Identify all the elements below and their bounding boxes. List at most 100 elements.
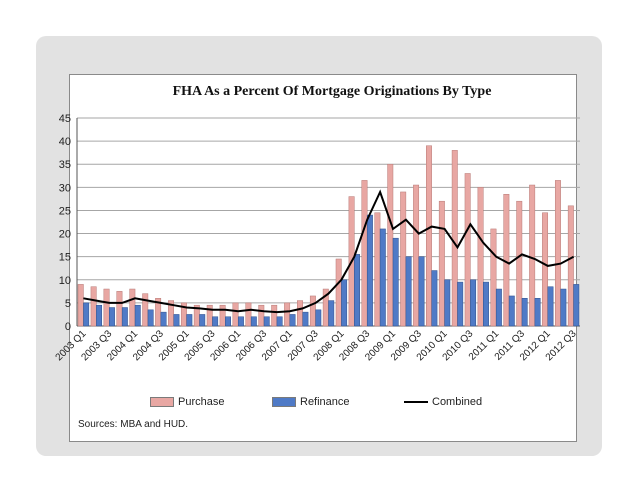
y-tick-label: 10 bbox=[59, 275, 71, 287]
bar-refinance bbox=[521, 298, 528, 327]
bar-refinance bbox=[470, 279, 477, 327]
bar-purchase bbox=[90, 286, 97, 327]
bar-purchase bbox=[542, 212, 549, 327]
bar-refinance bbox=[573, 284, 580, 327]
bar-purchase bbox=[554, 180, 561, 327]
bar-refinance bbox=[444, 279, 451, 327]
legend-label-refinance: Refinance bbox=[300, 396, 350, 408]
bar-refinance bbox=[341, 279, 348, 327]
bar-purchase bbox=[219, 304, 226, 327]
bar-refinance bbox=[83, 302, 90, 327]
bar-refinance bbox=[315, 309, 322, 327]
bar-refinance bbox=[508, 295, 515, 327]
bar-refinance bbox=[534, 298, 541, 327]
bar-refinance bbox=[418, 256, 425, 327]
bar-refinance bbox=[431, 270, 438, 327]
bar-purchase bbox=[451, 150, 458, 327]
bar-refinance bbox=[108, 307, 115, 327]
y-tick-label: 5 bbox=[65, 298, 71, 310]
bar-purchase bbox=[309, 295, 316, 327]
bar-refinance bbox=[366, 214, 373, 327]
y-tick-label: 45 bbox=[59, 113, 71, 125]
bar-purchase bbox=[142, 293, 149, 327]
line-combined bbox=[83, 189, 575, 314]
bar-purchase bbox=[426, 145, 432, 327]
bar-refinance bbox=[225, 316, 231, 327]
legend: Purchase Refinance Combined bbox=[0, 396, 638, 414]
bar-purchase bbox=[374, 212, 381, 327]
y-axis: 0 5 10 15 20 25 30 35 40 45 bbox=[59, 113, 78, 333]
bar-purchase bbox=[529, 184, 536, 327]
bar-purchase bbox=[335, 258, 342, 327]
bar-refinance bbox=[199, 314, 206, 327]
y-tick-label: 15 bbox=[59, 252, 71, 264]
bar-refinance bbox=[405, 256, 412, 327]
combined-line-series bbox=[83, 189, 575, 314]
bar-purchase bbox=[103, 288, 110, 327]
y-tick-label: 20 bbox=[59, 229, 71, 241]
bar-refinance bbox=[263, 316, 270, 327]
bar-purchase bbox=[516, 200, 523, 327]
bar-purchase bbox=[361, 180, 368, 327]
bar-refinance bbox=[212, 316, 219, 327]
bar-refinance bbox=[560, 288, 567, 327]
bar-refinance bbox=[547, 286, 554, 327]
bar-refinance bbox=[328, 300, 335, 327]
bar-refinance bbox=[483, 281, 489, 327]
bar-purchase bbox=[567, 205, 574, 327]
bar-refinance bbox=[457, 281, 464, 327]
bar-purchase bbox=[245, 302, 252, 327]
bar-purchase bbox=[438, 200, 445, 327]
bar-purchase bbox=[413, 184, 420, 327]
bar-purchase bbox=[258, 304, 265, 327]
bar-purchase bbox=[232, 302, 239, 327]
bar-purchase bbox=[490, 228, 497, 327]
y-tick-label: 40 bbox=[59, 136, 71, 148]
legend-swatch-purchase bbox=[150, 397, 174, 407]
bar-purchase bbox=[77, 284, 84, 327]
bar-refinance bbox=[250, 316, 257, 327]
bar-refinance bbox=[354, 254, 360, 327]
y-tick-label: 25 bbox=[59, 205, 71, 217]
legend-swatch-combined bbox=[404, 401, 428, 403]
bar-purchase bbox=[168, 300, 174, 327]
bar-refinance bbox=[134, 304, 141, 327]
y-tick-label: 35 bbox=[59, 159, 71, 171]
bar-purchase bbox=[400, 191, 407, 327]
bar-purchase bbox=[284, 302, 291, 327]
bar-purchase bbox=[206, 304, 213, 327]
bar-refinance bbox=[379, 228, 386, 327]
bar-refinance bbox=[173, 314, 180, 327]
bar-refinance bbox=[147, 309, 154, 327]
legend-label-purchase: Purchase bbox=[178, 396, 225, 408]
sources-note: Sources: MBA and HUD. bbox=[78, 419, 189, 430]
bar-purchase bbox=[387, 163, 394, 327]
bar-refinance bbox=[392, 237, 399, 327]
bar-series bbox=[77, 145, 580, 327]
bar-purchase bbox=[116, 291, 123, 327]
chart-title: FHA As a Percent Of Mortgage Origination… bbox=[172, 84, 492, 99]
bar-purchase bbox=[271, 304, 278, 327]
y-tick-label: 30 bbox=[59, 182, 71, 194]
bar-refinance bbox=[276, 316, 283, 327]
bar-refinance bbox=[186, 314, 193, 327]
bar-refinance bbox=[121, 307, 128, 327]
bar-purchase bbox=[129, 288, 136, 327]
bar-purchase bbox=[464, 173, 471, 327]
bar-purchase bbox=[297, 300, 303, 327]
legend-item-purchase: Purchase bbox=[150, 396, 224, 408]
bar-refinance bbox=[96, 304, 103, 327]
legend-swatch-refinance bbox=[272, 397, 296, 407]
legend-item-combined: Combined bbox=[404, 396, 482, 408]
bar-refinance bbox=[160, 311, 167, 327]
bar-refinance bbox=[495, 288, 502, 327]
y-tick-label: 0 bbox=[65, 321, 71, 333]
bar-purchase bbox=[477, 187, 484, 327]
bar-refinance bbox=[289, 314, 296, 327]
legend-label-combined: Combined bbox=[432, 396, 483, 408]
legend-item-refinance: Refinance bbox=[272, 396, 350, 408]
bar-refinance bbox=[237, 316, 244, 327]
bar-refinance bbox=[302, 311, 309, 327]
